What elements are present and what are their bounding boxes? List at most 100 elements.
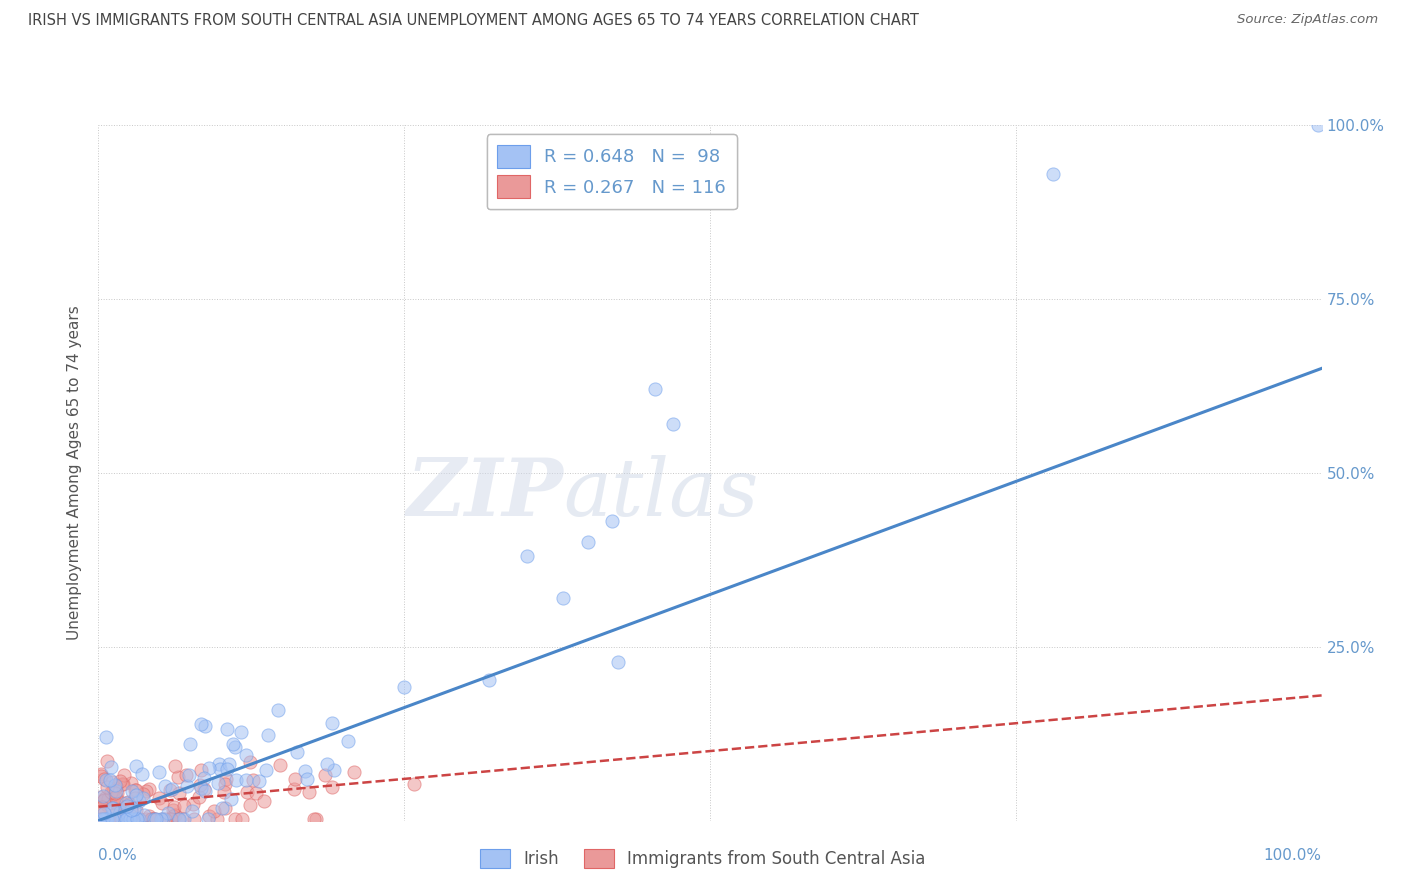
Point [177, 768, 200, 782]
Point [198, 809, 221, 823]
Point [283, 781, 305, 796]
Point [321, 780, 343, 795]
Point [94, 730, 117, 744]
Point [155, 779, 177, 793]
Point [110, 805, 132, 819]
Point [222, 737, 245, 751]
Point [183, 812, 205, 826]
Point [316, 756, 339, 771]
Legend: R = 0.648   N =  98, R = 0.267   N = 116: R = 0.648 N = 98, R = 0.267 N = 116 [486, 134, 737, 210]
Point [111, 812, 134, 826]
Point [148, 790, 170, 805]
Point [257, 728, 280, 742]
Point [173, 812, 195, 826]
Point [90, 789, 112, 804]
Point [90, 812, 112, 826]
Point [553, 591, 575, 605]
Point [212, 785, 235, 799]
Point [115, 812, 138, 826]
Point [143, 812, 166, 826]
Point [217, 762, 239, 776]
Point [100, 785, 122, 799]
Point [125, 788, 148, 802]
Point [224, 812, 246, 826]
Point [138, 781, 160, 796]
Point [117, 795, 139, 809]
Point [122, 802, 145, 816]
Point [142, 812, 165, 826]
Point [214, 777, 236, 791]
Point [138, 808, 160, 822]
Point [139, 812, 162, 826]
Point [98, 793, 121, 807]
Text: atlas: atlas [564, 455, 759, 533]
Point [172, 812, 194, 826]
Point [93, 793, 115, 807]
Point [392, 680, 415, 694]
Point [205, 812, 228, 826]
Point [125, 759, 148, 773]
Text: ZIP: ZIP [406, 455, 564, 533]
Point [98, 772, 121, 787]
Point [179, 737, 201, 751]
Point [96, 812, 118, 826]
Point [122, 812, 145, 826]
Point [162, 804, 184, 818]
Point [294, 764, 316, 779]
Point [110, 801, 132, 815]
Point [190, 716, 212, 731]
Legend: Irish, Immigrants from South Central Asia: Irish, Immigrants from South Central Asi… [474, 842, 932, 875]
Point [156, 805, 179, 820]
Point [114, 812, 136, 826]
Point [295, 772, 318, 786]
Point [114, 800, 136, 814]
Point [314, 767, 336, 781]
Point [254, 763, 277, 777]
Point [101, 800, 124, 814]
Point [124, 783, 146, 797]
Point [94, 772, 117, 787]
Point [245, 786, 267, 800]
Point [150, 812, 173, 826]
Point [176, 779, 198, 793]
Text: 100.0%: 100.0% [1264, 848, 1322, 863]
Point [132, 788, 155, 802]
Point [253, 794, 276, 808]
Point [127, 812, 149, 826]
Point [181, 797, 204, 811]
Point [235, 772, 257, 787]
Point [114, 804, 136, 818]
Point [644, 382, 666, 396]
Point [101, 789, 124, 804]
Point [118, 806, 141, 821]
Point [167, 786, 190, 800]
Point [100, 760, 122, 774]
Point [90, 807, 112, 822]
Point [120, 776, 142, 790]
Point [96, 812, 118, 826]
Point [96, 798, 118, 813]
Point [91, 812, 114, 826]
Point [139, 812, 162, 826]
Point [167, 812, 190, 826]
Point [247, 774, 270, 789]
Point [214, 801, 236, 815]
Point [114, 805, 136, 819]
Point [105, 784, 128, 798]
Point [105, 780, 128, 794]
Point [101, 784, 124, 798]
Point [105, 803, 128, 817]
Point [159, 783, 181, 797]
Y-axis label: Unemployment Among Ages 65 to 74 years: Unemployment Among Ages 65 to 74 years [67, 305, 83, 640]
Point [269, 758, 291, 772]
Point [193, 771, 215, 785]
Point [132, 791, 155, 805]
Point [239, 798, 262, 813]
Point [104, 778, 127, 792]
Point [218, 756, 240, 771]
Point [100, 812, 122, 826]
Point [93, 772, 115, 786]
Point [181, 804, 204, 818]
Point [128, 793, 150, 807]
Point [150, 812, 173, 826]
